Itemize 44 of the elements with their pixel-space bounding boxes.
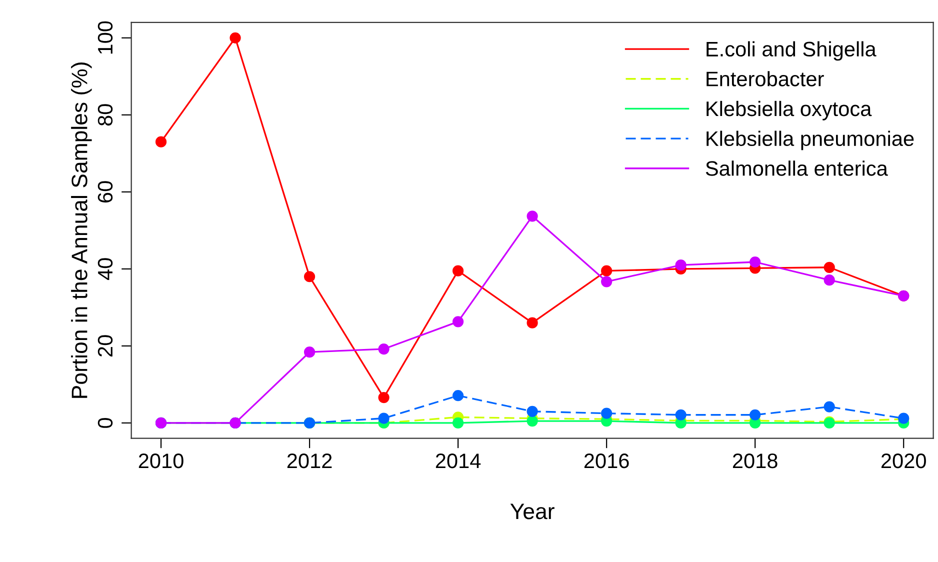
point (378, 412, 390, 424)
y-tick-label: 60 (98, 181, 113, 202)
point (452, 316, 464, 328)
point (452, 390, 464, 402)
point (750, 256, 761, 268)
x-tick-label: 2014 (436, 453, 481, 468)
point (675, 409, 686, 420)
y-tick-label: 0 (98, 418, 113, 428)
x-tick-label: 2020 (881, 453, 926, 468)
y-axis-title: Portion in the Annual Samples (%) (71, 62, 92, 398)
point (304, 271, 316, 282)
y-tick-label: 40 (98, 258, 113, 280)
y-tick-label: 20 (98, 335, 113, 356)
point (526, 210, 538, 222)
point (824, 262, 835, 273)
point (675, 260, 686, 271)
point (230, 32, 241, 44)
x-tick-label: 2018 (732, 453, 778, 468)
y-tick-label: 80 (98, 104, 113, 126)
x-axis-title: Year (510, 504, 554, 520)
point (601, 265, 612, 276)
point (526, 415, 538, 427)
point (304, 346, 316, 358)
legend-label: Enterobacter (706, 71, 824, 86)
point (155, 136, 167, 148)
legend-label: Klebsiella pneumoniae (706, 130, 914, 150)
point (750, 409, 761, 420)
x-tick-label: 2012 (287, 453, 332, 468)
y-tick-label: 100 (98, 21, 113, 54)
x-tick-label: 2016 (584, 453, 629, 468)
legend-label: Klebsiella oxytoca (706, 100, 872, 120)
point (601, 276, 612, 288)
legend-label: E.coli and Shigella (706, 41, 876, 61)
legend-label: Salmonella enterica (706, 160, 888, 176)
point (452, 265, 464, 276)
point (378, 392, 390, 404)
point (601, 408, 612, 419)
point (452, 417, 464, 429)
point (824, 274, 835, 286)
point (526, 317, 538, 328)
point (824, 401, 835, 412)
point (526, 406, 538, 417)
point (378, 343, 390, 355)
x-tick-label: 2010 (138, 453, 184, 468)
